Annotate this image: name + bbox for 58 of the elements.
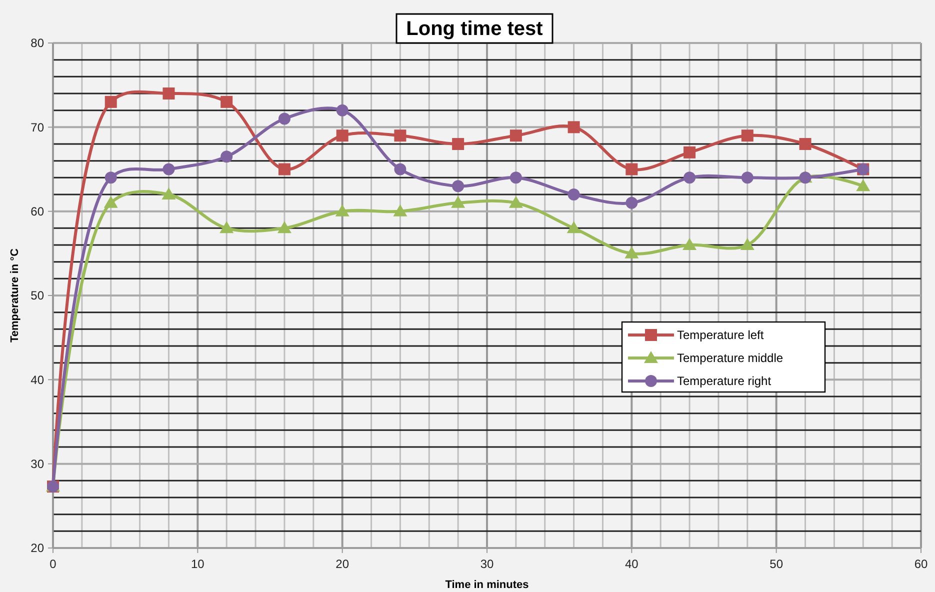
x-tick-label: 20 (336, 557, 350, 571)
point (335, 204, 350, 216)
point (624, 246, 639, 258)
point (162, 163, 175, 176)
point (626, 163, 638, 176)
point (566, 221, 581, 234)
y-tick-label: 80 (30, 36, 44, 50)
point (394, 163, 406, 176)
point (393, 204, 408, 216)
point (856, 179, 870, 192)
point (510, 172, 522, 184)
point (508, 196, 523, 208)
point (799, 138, 812, 150)
point (741, 130, 754, 142)
y-tick-label: 60 (30, 204, 44, 219)
y-tick-label: 70 (30, 120, 44, 134)
y-axis-title: Temperature in °C (9, 248, 21, 343)
y-tick-label: 20 (30, 541, 44, 556)
point (220, 96, 233, 108)
x-tick-label: 40 (624, 557, 639, 571)
x-tick-label: 0 (50, 557, 57, 571)
point (220, 221, 234, 234)
point (510, 130, 522, 142)
legend-label: Temperature left (677, 328, 764, 342)
point (104, 96, 117, 108)
x-tick-label: 50 (770, 557, 784, 571)
point (104, 172, 117, 184)
point (336, 130, 348, 142)
point (278, 112, 290, 125)
point (682, 238, 697, 250)
y-tick-label: 30 (30, 457, 44, 472)
point (220, 150, 233, 163)
point (278, 163, 290, 176)
x-tick-label: 30 (480, 557, 494, 571)
point (394, 130, 406, 142)
x-tick-label: 10 (190, 557, 205, 571)
x-axis-title: Time in minutes (445, 579, 529, 591)
point (684, 172, 696, 184)
x-tick-label: 60 (914, 557, 928, 571)
point (740, 238, 754, 250)
y-tick-label: 50 (30, 288, 44, 303)
point (626, 196, 638, 209)
point (684, 146, 696, 158)
point (162, 188, 176, 200)
point (277, 221, 292, 234)
point (741, 172, 754, 184)
point (451, 196, 466, 208)
point (336, 104, 348, 116)
y-tick-label: 40 (30, 372, 44, 387)
point (452, 180, 464, 192)
point (568, 121, 580, 134)
point (104, 196, 118, 208)
legend-label: Temperature middle (677, 351, 784, 366)
chart-title: Long time test (406, 18, 544, 40)
point (568, 188, 580, 200)
legend-label: Temperature right (677, 374, 772, 388)
point (452, 138, 464, 150)
point (162, 88, 175, 100)
